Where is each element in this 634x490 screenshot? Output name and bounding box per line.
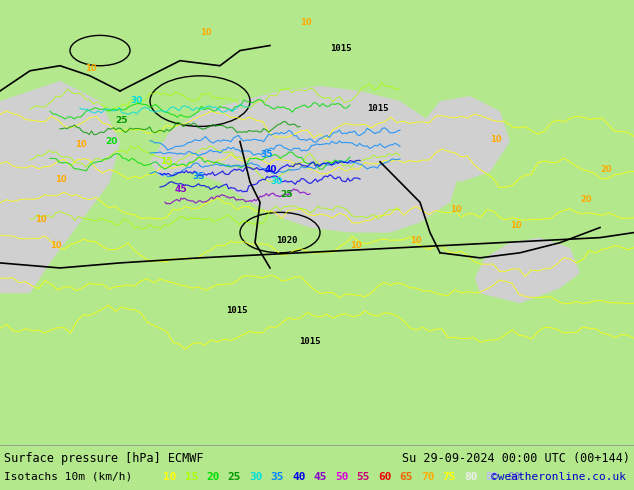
Text: 10: 10 xyxy=(450,205,462,214)
Text: 10: 10 xyxy=(200,28,212,37)
Text: 10: 10 xyxy=(163,472,176,482)
Text: 85: 85 xyxy=(486,472,499,482)
Text: 70: 70 xyxy=(421,472,434,482)
Polygon shape xyxy=(150,86,460,233)
Text: 10: 10 xyxy=(85,64,96,73)
Text: 75: 75 xyxy=(443,472,456,482)
Text: 20: 20 xyxy=(600,165,612,174)
Text: 80: 80 xyxy=(464,472,477,482)
Text: 45: 45 xyxy=(175,185,188,194)
Text: 30: 30 xyxy=(130,96,143,105)
Polygon shape xyxy=(475,238,580,303)
Text: 25: 25 xyxy=(228,472,241,482)
Text: 1020: 1020 xyxy=(276,236,297,245)
Text: 10: 10 xyxy=(50,241,61,250)
Text: Isotachs 10m (km/h): Isotachs 10m (km/h) xyxy=(4,472,133,482)
Text: 40: 40 xyxy=(265,165,278,174)
Text: 20: 20 xyxy=(105,137,117,146)
Text: 90: 90 xyxy=(507,472,521,482)
Text: 10: 10 xyxy=(55,175,67,184)
Text: 10: 10 xyxy=(410,236,422,245)
Text: 20: 20 xyxy=(580,195,592,204)
Text: 10: 10 xyxy=(490,135,501,144)
Text: 10: 10 xyxy=(350,241,361,250)
Text: ©weatheronline.co.uk: ©weatheronline.co.uk xyxy=(491,472,626,482)
Text: 35: 35 xyxy=(192,172,205,181)
Text: 15: 15 xyxy=(160,157,172,166)
Text: 45: 45 xyxy=(313,472,327,482)
Text: 50: 50 xyxy=(335,472,349,482)
Text: 60: 60 xyxy=(378,472,392,482)
Text: 1015: 1015 xyxy=(299,337,321,346)
Text: 65: 65 xyxy=(399,472,413,482)
Text: 35: 35 xyxy=(271,472,284,482)
Text: 15: 15 xyxy=(184,472,198,482)
Text: Surface pressure [hPa] ECMWF: Surface pressure [hPa] ECMWF xyxy=(4,452,204,465)
Polygon shape xyxy=(0,81,120,293)
Text: 25: 25 xyxy=(280,190,292,199)
Text: 40: 40 xyxy=(292,472,306,482)
Text: 10: 10 xyxy=(510,220,522,229)
Text: 1015: 1015 xyxy=(367,104,389,113)
Text: 1015: 1015 xyxy=(226,306,247,316)
Text: 55: 55 xyxy=(356,472,370,482)
Text: 35: 35 xyxy=(260,150,273,159)
Text: 30: 30 xyxy=(270,177,282,186)
Text: Su 29-09-2024 00:00 UTC (00+144): Su 29-09-2024 00:00 UTC (00+144) xyxy=(402,452,630,465)
Text: 10: 10 xyxy=(35,216,47,224)
Text: 25: 25 xyxy=(115,116,127,125)
Text: 20: 20 xyxy=(206,472,219,482)
Text: 1015: 1015 xyxy=(330,44,351,52)
Polygon shape xyxy=(420,96,510,182)
Text: 10: 10 xyxy=(75,140,87,148)
Text: 10: 10 xyxy=(300,18,312,27)
Text: 30: 30 xyxy=(249,472,262,482)
